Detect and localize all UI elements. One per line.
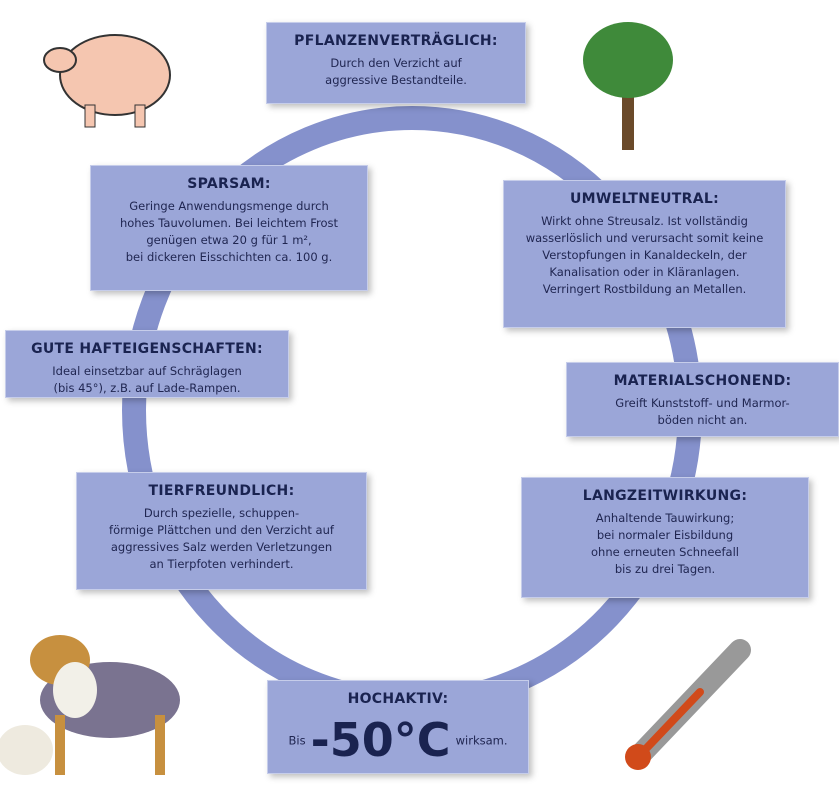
box-title: TIERFREUNDLICH: [77,483,366,499]
box-text-line: hohes Tauvolumen. Bei leichtem Frost [91,215,367,232]
box-text-line: ohne erneuten Schneefall [522,544,808,561]
box-text-line: bei dickeren Eisschichten ca. 100 g. [91,249,367,266]
info-box: UMWELTNEUTRAL: Wirkt ohne Streusalz. Ist … [503,180,786,328]
box-text-line: förmige Plättchen und den Verzicht auf [77,522,366,539]
box-text-line: Wirkt ohne Streusalz. Ist vollständig [504,213,785,230]
info-box: LANGZEITWIRKUNG: Anhaltende Tauwirkung;be… [521,477,809,598]
dog-icon [0,635,180,775]
pig-icon [44,35,170,127]
text-prefix: Bis [288,734,305,748]
box-text-line: böden nicht an. [567,412,838,429]
thermometer-icon [625,650,740,770]
box-title: HOCHAKTIV: [268,691,528,707]
box-text-line: wasserlöslich und verursacht somit keine [504,230,785,247]
tree-icon [583,22,673,150]
box-text-line: Anhaltende Tauwirkung; [522,510,808,527]
box-text-line: aggressives Salz werden Verletzungen [77,539,366,556]
box-text-line: Durch den Verzicht auf [267,55,525,72]
info-box: PFLANZENVERTRÄGLICH: Durch den Verzicht a… [266,22,526,104]
box-text-line: Durch spezielle, schuppen- [77,505,366,522]
box-title: LANGZEITWIRKUNG: [522,488,808,504]
box-text-line: Verstopfungen in Kanaldeckeln, der [504,247,785,264]
info-box: GUTE HAFTEIGENSCHAFTEN: Ideal einsetzbar … [5,330,289,398]
info-box: MATERIALSCHONEND: Greift Kunststoff- und … [566,362,839,437]
box-title: GUTE HAFTEIGENSCHAFTEN: [6,341,288,357]
info-box: HOCHAKTIV: Bis -50°C wirksam. [267,680,529,774]
text-suffix: wirksam. [456,734,508,748]
box-title: UMWELTNEUTRAL: [504,191,785,207]
box-text: Bis -50°C wirksam. [268,713,528,767]
box-text-line: bei normaler Eisbildung [522,527,808,544]
box-text-line: Greift Kunststoff- und Marmor- [567,395,838,412]
box-text-line: an Tierpfoten verhindert. [77,556,366,573]
box-title: MATERIALSCHONEND: [567,373,838,389]
box-text-line: Kanalisation oder in Kläranlagen. [504,264,785,281]
box-text-line: Ideal einsetzbar auf Schräglagen [6,363,288,380]
box-text-line: (bis 45°), z.B. auf Lade-Rampen. [6,380,288,397]
box-title: PFLANZENVERTRÄGLICH: [267,33,525,49]
box-title: SPARSAM: [91,176,367,192]
box-text-line: Verringert Rostbildung an Metallen. [504,281,785,298]
box-text-line: Geringe Anwendungsmenge durch [91,198,367,215]
box-text-line: bis zu drei Tagen. [522,561,808,578]
box-text-line: genügen etwa 20 g für 1 m², [91,232,367,249]
info-box: TIERFREUNDLICH: Durch spezielle, schuppen… [76,472,367,590]
temperature: -50°C [311,713,451,767]
box-text-line: aggressive Bestandteile. [267,72,525,89]
infographic: PFLANZENVERTRÄGLICH: Durch den Verzicht a… [0,0,839,797]
